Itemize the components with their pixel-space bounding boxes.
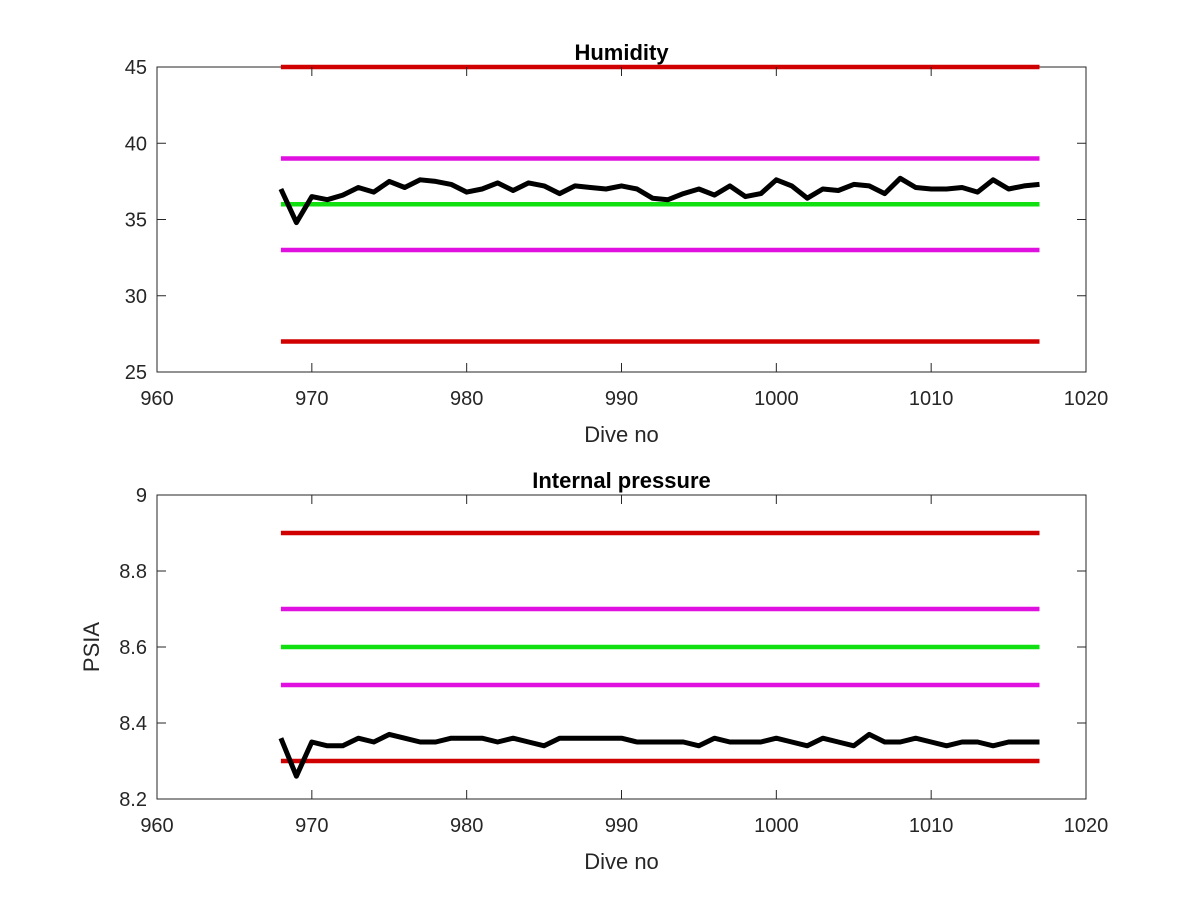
chart-title: Internal pressure: [532, 468, 711, 493]
y-tick-label: 40: [125, 133, 147, 155]
x-tick-label: 1020: [1064, 388, 1109, 410]
y-tick-label: 9: [136, 485, 147, 507]
x-axis-label: Dive no: [584, 849, 659, 874]
x-tick-label: 970: [295, 388, 328, 410]
y-tick-label: 8.6: [119, 637, 147, 659]
x-tick-label: 960: [140, 815, 173, 837]
x-tick-label: 1010: [909, 388, 954, 410]
x-axis-label: Dive no: [584, 422, 659, 447]
x-tick-label: 1010: [909, 815, 954, 837]
x-tick-label: 1000: [754, 388, 799, 410]
y-tick-label: 25: [125, 362, 147, 384]
internal-pressure-panel: 960 970 980 990 1000 1010 1020 8.2 8.4 8.6 8.8 9 Int…: [79, 468, 1108, 874]
y-tick-label: 8.8: [119, 561, 147, 583]
y-tick-label: 45: [125, 57, 147, 79]
x-tick-label: 960: [140, 388, 173, 410]
x-tick-label: 990: [605, 388, 638, 410]
y-tick-label: 30: [125, 286, 147, 308]
x-tick-label: 1020: [1064, 815, 1109, 837]
y-tick-label: 8.4: [119, 713, 147, 735]
x-tick-label: 970: [295, 815, 328, 837]
y-tick-label: 35: [125, 210, 147, 232]
y-tick-label: 8.2: [119, 789, 147, 811]
x-tick-label: 980: [450, 815, 483, 837]
x-tick-label: 1000: [754, 815, 799, 837]
humidity-panel: 960 970 980 990 1000 1010 1020 25 30 35 40 45 Humidi…: [125, 40, 1109, 447]
x-tick-label: 990: [605, 815, 638, 837]
x-tick-label: 980: [450, 388, 483, 410]
y-axis-label: PSIA: [79, 622, 104, 672]
figure: 960 970 980 990 1000 1010 1020 25 30 35 40 45 Humidi…: [0, 0, 1200, 900]
chart-title: Humidity: [574, 40, 669, 65]
